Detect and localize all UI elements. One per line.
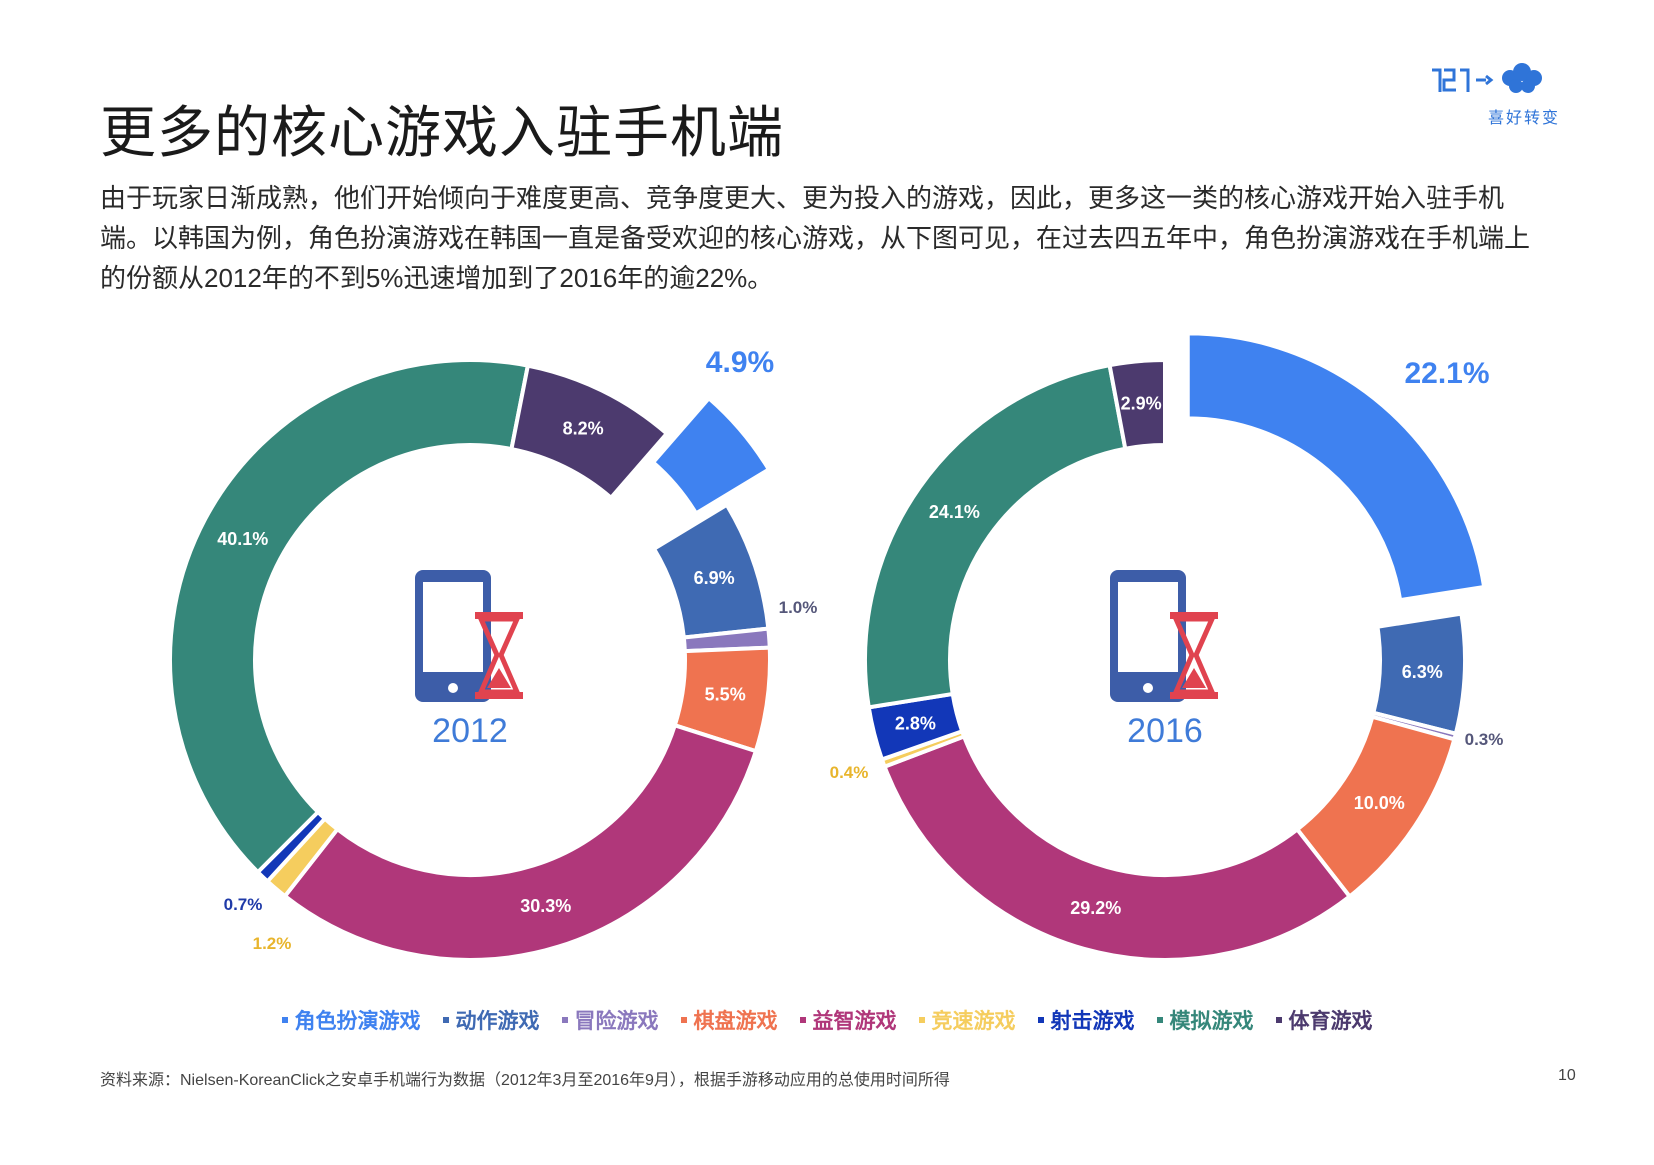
legend-item-4: 棋盘游戏 [680,1005,778,1035]
slice-2012-1 [650,395,772,517]
legend-item-7: 射击游戏 [1037,1005,1135,1035]
legend-swatch [1275,1017,1282,1023]
slice-label-2012-1: 4.9% [706,346,774,379]
legend-label: 竞速游戏 [931,1010,1016,1033]
legend-label: 射击游戏 [1050,1010,1135,1033]
legend-swatch [1156,1017,1163,1023]
legend-item-1: 角色扮演游戏 [281,1005,421,1035]
slice-label-2016-9: 2.9% [1121,394,1162,414]
slice-2016-8 [863,362,1128,710]
legend-label: 模拟游戏 [1169,1010,1254,1033]
legend-swatch [680,1017,687,1023]
slice-label-2016-5: 29.2% [1070,898,1121,918]
legend-swatch [281,1017,288,1023]
legend-item-9: 体育游戏 [1275,1005,1373,1035]
legend-swatch [918,1017,925,1023]
legend-item-8: 模拟游戏 [1156,1005,1254,1035]
legend-label: 棋盘游戏 [693,1010,778,1033]
slice-label-2016-3: 0.3% [1465,730,1504,749]
slice-2012-8 [168,358,531,875]
donut-charts: 4.9% 6.9% 1.0% 5.5% 30.3% 1.2% 0.7% 40.1% 8.2% 20… [168,331,1504,962]
legend-swatch [1037,1017,1044,1023]
slice-label-2016-4: 10.0% [1354,793,1405,813]
legend-item-6: 竞速游戏 [918,1005,1016,1035]
slice-label-2016-8: 24.1% [929,502,980,522]
slice-label-2016-7: 2.8% [895,713,936,733]
brand-logo-text: 喜好转变 [1488,110,1561,127]
page-description: 由于玩家日渐成熟，他们开始倾向于难度更高、竞争度更大、更为投入的游戏，因此，更多… [100,183,1531,293]
legend-swatch [561,1017,568,1023]
slice-2016-9 [1107,357,1167,452]
slice-label-2012-7: 0.7% [224,895,263,914]
legend-label: 冒险游戏 [574,1010,659,1033]
legend-label: 益智游戏 [812,1010,897,1033]
legend-label: 动作游戏 [455,1010,540,1033]
slice-2012-9 [509,363,670,501]
slice-label-2016-6: 0.4% [830,763,869,782]
donut-chart-2016: 22.1% 6.3% 0.3% 10.0% 29.2% 0.4% 2.8% 24.1% 2.9%… [830,331,1504,962]
page-title: 更多的核心游戏入驻手机端 [100,101,784,164]
page-number: 10 [1558,1067,1576,1084]
slice-2016-1 [1185,331,1487,603]
slice-label-2012-3: 1.0% [779,598,818,617]
slice-label-2012-5: 30.3% [520,896,571,916]
brand-logo-icon [1432,63,1542,93]
slice-label-2016-1: 22.1% [1404,357,1489,390]
slice-label-2012-6: 1.2% [253,934,292,953]
legend-item-3: 冒险游戏 [561,1005,659,1035]
slice-label-2012-9: 8.2% [563,419,604,439]
donut-chart-2012: 4.9% 6.9% 1.0% 5.5% 30.3% 1.2% 0.7% 40.1% 8.2% 20… [168,346,818,962]
slice-label-2012-2: 6.9% [694,568,735,588]
legend-swatch [799,1017,806,1023]
slice-label-2016-2: 6.3% [1402,662,1443,682]
year-label-2016: 2016 [1127,712,1203,750]
slice-2016-5 [882,733,1353,962]
legend-label: 体育游戏 [1288,1010,1373,1033]
slice-2012-5 [282,722,759,962]
slice-label-2012-4: 5.5% [705,684,746,704]
source-note: 资料来源：Nielsen-KoreanClick之安卓手机端行为数据（2012年… [100,1072,950,1089]
legend-item-5: 益智游戏 [799,1005,897,1035]
phone-hourglass-icon [415,570,523,702]
legend-item-2: 动作游戏 [442,1005,540,1035]
legend-swatch [442,1017,449,1023]
chart-legend: 角色扮演游戏 动作游戏 冒险游戏 棋盘游戏 益智游戏 竞速游戏 射击游戏 模拟游戏 体育游戏 [0,1005,1654,1035]
year-label-2012: 2012 [432,712,508,750]
legend-label: 角色扮演游戏 [294,1010,421,1033]
slice-label-2012-8: 40.1% [217,529,268,549]
phone-hourglass-icon [1110,570,1218,702]
